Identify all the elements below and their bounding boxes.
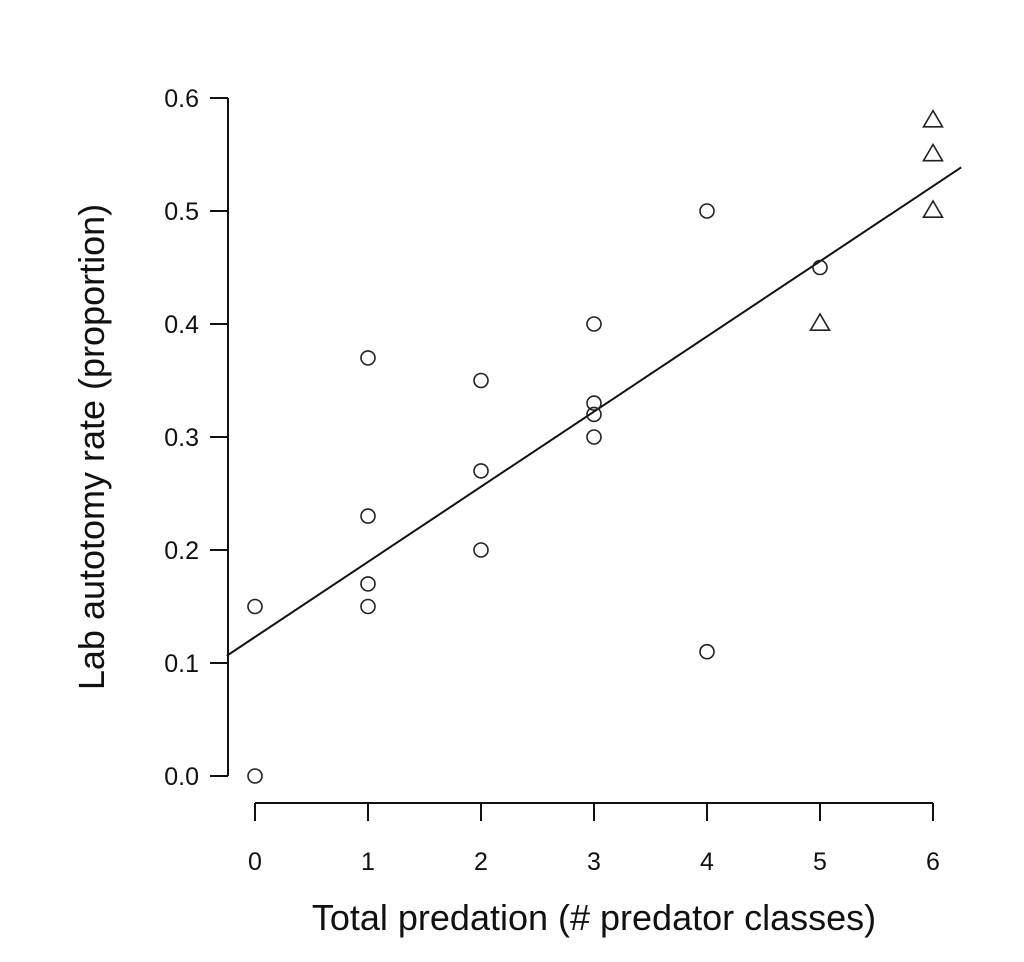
regression-line (226, 166, 962, 657)
triangle-point (922, 109, 944, 128)
circle-point (360, 598, 376, 615)
circle-point (247, 768, 263, 784)
circle-point (586, 316, 602, 332)
y-tick-label: 0.2 (164, 537, 199, 565)
x-tick-label: 5 (813, 848, 827, 876)
triangle-point (809, 312, 831, 332)
x-tick-label: 2 (474, 848, 488, 876)
triangle-point (922, 199, 944, 218)
y-tick-label: 0.1 (164, 650, 199, 678)
x-tick-label: 3 (587, 848, 601, 876)
circle-point (247, 598, 263, 615)
y-tick-label: 0.5 (164, 198, 199, 226)
circle-point (586, 406, 602, 423)
x-tick-label: 1 (361, 848, 375, 876)
circle-point (360, 576, 376, 592)
circle-point (586, 429, 602, 445)
circle-point (473, 463, 489, 479)
x-tick-label: 4 (700, 848, 714, 876)
circle-point (360, 350, 376, 366)
circle-point (586, 395, 602, 411)
circle-point (699, 643, 715, 660)
y-tick-label: 0.0 (164, 763, 199, 791)
circle-point (473, 372, 489, 389)
x-tick-label: 6 (926, 848, 940, 876)
circle-point (473, 542, 489, 558)
x-tick-label: 0 (248, 848, 262, 876)
triangle-point (922, 142, 944, 162)
y-axis-title: Lab autotomy rate (proportion) (71, 204, 112, 690)
y-tick-label: 0.6 (164, 85, 199, 113)
circle-point (812, 259, 828, 276)
circle-point (699, 203, 715, 219)
x-axis-title: Total predation (# predator classes) (312, 897, 876, 938)
y-tick-label: 0.4 (164, 311, 199, 339)
y-tick-label: 0.3 (164, 424, 199, 452)
circle-point (360, 508, 376, 524)
